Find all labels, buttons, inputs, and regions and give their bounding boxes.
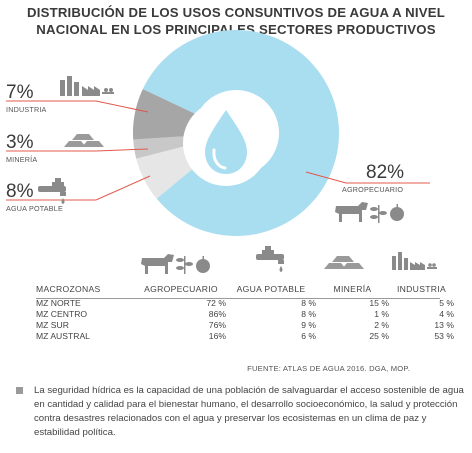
plant-icon bbox=[370, 205, 387, 223]
table-header-divider bbox=[36, 298, 440, 299]
cell-mineria: 2 % bbox=[374, 319, 389, 330]
cell-agro: 86% bbox=[208, 308, 226, 319]
label-agropecuario: AGROPECUARIO bbox=[342, 185, 404, 194]
source-note: FUENTE: ATLAS DE AGUA 2016. DGA, MOP. bbox=[247, 364, 410, 373]
leader-line-mineria bbox=[6, 148, 149, 152]
leader-line-agua bbox=[6, 175, 151, 201]
label-mineria: MINERÍA bbox=[6, 155, 38, 164]
cell-industria: 13 % bbox=[434, 319, 454, 330]
cow-icon bbox=[335, 202, 368, 222]
pct-industria: 7% bbox=[6, 82, 34, 103]
cell-mineria: 25 % bbox=[369, 330, 389, 341]
cell-zone: MZ SUR bbox=[36, 319, 69, 330]
macrozonas-table: MACROZONAS AGROPECUARIO AGUA POTABLE MIN… bbox=[36, 284, 454, 341]
cell-industria: 53 % bbox=[434, 330, 454, 341]
cell-agua: 8 % bbox=[301, 308, 316, 319]
cell-agua: 9 % bbox=[301, 319, 316, 330]
apple-icon bbox=[390, 204, 404, 221]
label-agua-potable: AGUA POTABLE bbox=[6, 204, 63, 213]
leader-line-industria bbox=[6, 100, 149, 113]
slice-agropecuario bbox=[142, 29, 339, 237]
factory-icon bbox=[60, 76, 114, 96]
cell-agro: 72 % bbox=[206, 297, 226, 308]
table-row: MZ AUSTRAL 16% 6 % 25 % 53 % bbox=[36, 330, 454, 341]
table-row: MZ CENTRO 86% 8 % 1 % 4 % bbox=[36, 308, 454, 319]
bullet-square bbox=[16, 387, 23, 394]
donut-chart bbox=[6, 29, 430, 237]
cell-agua: 8 % bbox=[301, 297, 316, 308]
water-drop-icon bbox=[183, 100, 269, 186]
cell-mineria: 15 % bbox=[369, 297, 389, 308]
header-agua-potable: AGUA POTABLE bbox=[236, 284, 306, 294]
title-line-1: DISTRIBUCIÓN DE LOS USOS CONSUNTIVOS DE … bbox=[26, 5, 446, 20]
cow-icon bbox=[141, 254, 174, 274]
header-mineria: MINERÍA bbox=[333, 284, 372, 294]
cell-industria: 4 % bbox=[439, 308, 454, 319]
pct-agua-potable: 8% bbox=[6, 181, 34, 202]
faucet-icon bbox=[256, 246, 284, 272]
gold-bars-icon bbox=[324, 256, 364, 269]
factory-icon bbox=[392, 252, 437, 270]
cell-industria: 5 % bbox=[439, 297, 454, 308]
apple-icon bbox=[196, 256, 210, 273]
pct-mineria: 3% bbox=[6, 132, 34, 153]
cell-agua: 6 % bbox=[301, 330, 316, 341]
label-industria: INDUSTRIA bbox=[6, 105, 47, 114]
plant-icon bbox=[176, 256, 193, 274]
gold-bars-icon bbox=[64, 134, 104, 147]
cell-agro: 76% bbox=[208, 319, 226, 330]
table-row: MZ NORTE 72 % 8 % 15 % 5 % bbox=[36, 297, 454, 308]
pct-agropecuario: 82% bbox=[366, 162, 405, 183]
slice-agua-potable bbox=[132, 89, 198, 140]
title-line-2: NACIONAL EN LOS PRINCIPALES SECTORES PRO… bbox=[36, 22, 436, 37]
cell-zone: MZ CENTRO bbox=[36, 308, 88, 319]
table-header-row: MACROZONAS AGROPECUARIO AGUA POTABLE MIN… bbox=[36, 284, 454, 297]
definition-paragraph: La seguridad hídrica es la capacidad de … bbox=[34, 385, 464, 438]
header-industria: INDUSTRIA bbox=[396, 284, 446, 294]
table-row: MZ SUR 76% 9 % 2 % 13 % bbox=[36, 319, 454, 330]
header-macrozonas: MACROZONAS bbox=[36, 284, 101, 294]
cell-mineria: 1 % bbox=[374, 308, 389, 319]
cell-agro: 16% bbox=[208, 330, 226, 341]
slice-mineria bbox=[133, 135, 195, 159]
header-agropecuario: AGROPECUARIO bbox=[144, 284, 218, 294]
leader-line-agro bbox=[305, 171, 430, 184]
chart-title: DISTRIBUCIÓN DE LOS USOS CONSUNTIVOS DE … bbox=[0, 4, 472, 38]
cell-zone: MZ AUSTRAL bbox=[36, 330, 90, 341]
faucet-icon bbox=[38, 178, 66, 204]
table-header-icons bbox=[141, 246, 437, 274]
cell-zone: MZ NORTE bbox=[36, 297, 81, 308]
